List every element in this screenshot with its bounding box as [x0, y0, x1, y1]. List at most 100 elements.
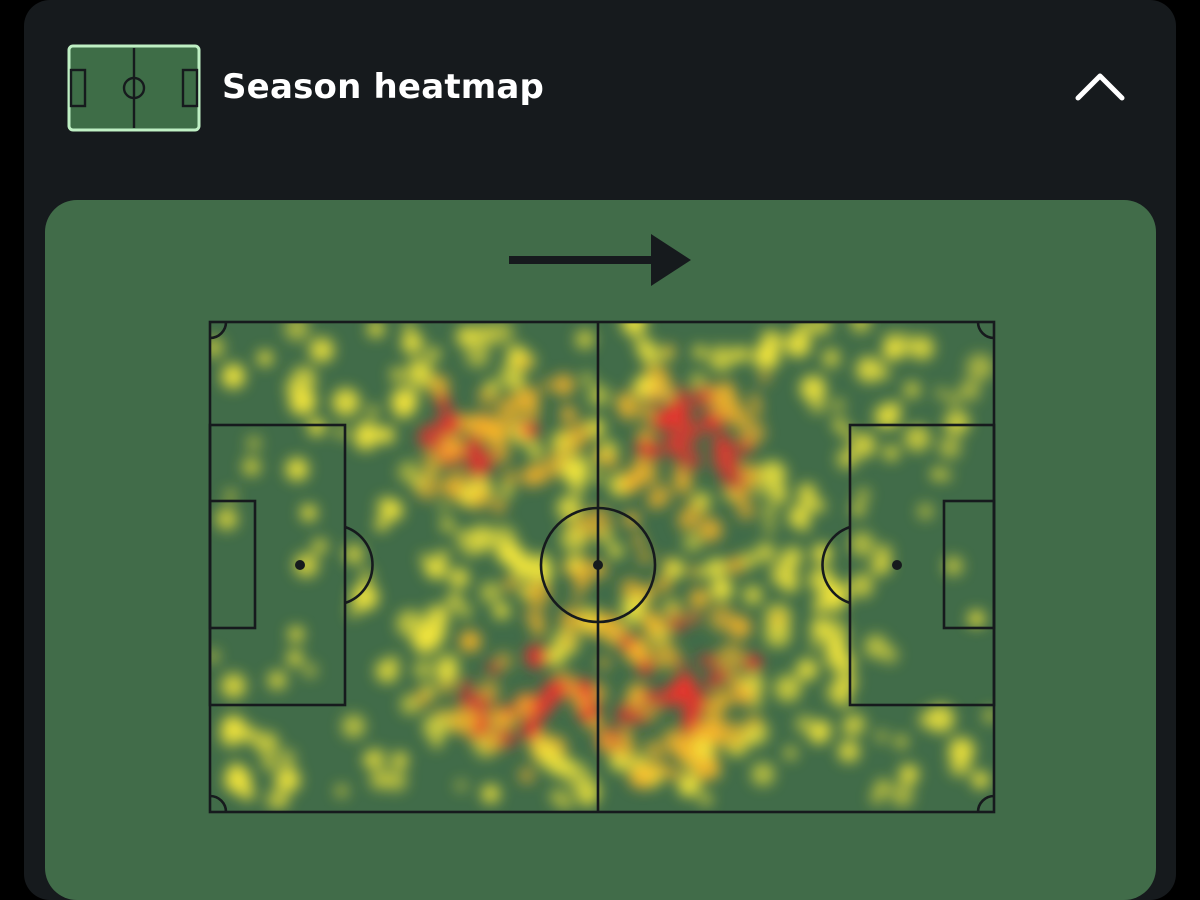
heat-blob	[755, 542, 776, 563]
heat-blob	[291, 366, 317, 392]
heat-blob	[800, 375, 827, 402]
heat-blob	[490, 497, 507, 514]
heat-blob	[701, 414, 714, 428]
left-goal-area	[208, 499, 257, 630]
heat-blob	[631, 762, 658, 789]
heat-blob	[439, 434, 466, 460]
heat-blob	[220, 673, 247, 699]
heat-blob	[796, 658, 819, 681]
heat-blob	[481, 784, 501, 804]
heat-blob	[712, 391, 741, 420]
heat-blob	[446, 592, 463, 610]
heat-blob	[475, 716, 490, 731]
heat-blob	[706, 558, 727, 578]
heat-blob	[784, 331, 812, 358]
heat-blob	[706, 654, 719, 667]
heat-blob	[435, 394, 451, 409]
heat-blob	[615, 390, 640, 415]
heat-blob	[835, 677, 853, 695]
heat-blob	[351, 583, 379, 611]
heat-blob	[352, 425, 379, 452]
heat-blob	[641, 687, 661, 707]
heat-blob	[944, 409, 970, 436]
heat-blob	[851, 432, 877, 458]
heat-blob	[402, 322, 416, 333]
heat-blob	[577, 683, 589, 695]
heat-blob	[651, 641, 680, 670]
heat-blob	[477, 679, 500, 702]
pitch-heatmap	[208, 320, 996, 814]
heat-blob	[473, 324, 496, 347]
heat-blob	[437, 707, 448, 719]
heat-blob	[586, 418, 606, 438]
heat-blob	[557, 495, 582, 521]
heat-blob	[763, 521, 776, 534]
heat-blob	[690, 372, 706, 388]
heat-blob	[423, 714, 449, 740]
heat-blob	[836, 448, 858, 470]
heat-blob	[575, 329, 595, 350]
heat-blob	[608, 543, 624, 559]
heat-blob	[596, 728, 614, 746]
chevron-up-icon[interactable]	[1068, 62, 1132, 114]
heat-blob	[632, 534, 645, 546]
heat-blob	[242, 457, 261, 476]
heat-blob	[636, 338, 656, 359]
heat-blob	[683, 780, 699, 796]
heat-blob	[221, 715, 246, 741]
right-goal-area	[942, 499, 996, 630]
heat-blob	[341, 714, 366, 739]
heat-blob	[524, 728, 539, 743]
heat-blob	[347, 606, 360, 618]
heat-blob	[559, 457, 578, 476]
heat-blob	[457, 604, 473, 619]
heat-blob	[875, 544, 892, 562]
heat-blob	[508, 374, 525, 390]
heat-blob	[797, 493, 817, 513]
heat-blob	[638, 712, 650, 723]
card-header[interactable]: Season heatmap	[24, 40, 1176, 136]
corner-arc-tl	[209, 321, 228, 340]
heat-blob	[799, 521, 810, 532]
heat-blob	[692, 753, 720, 781]
heat-blob	[743, 728, 760, 744]
heat-blob	[875, 730, 888, 743]
heat-blob	[697, 655, 709, 667]
heat-blob	[254, 731, 279, 756]
heat-blob	[376, 496, 397, 517]
heat-blob	[711, 433, 734, 455]
heat-blob	[876, 366, 891, 381]
heat-blob	[486, 660, 501, 676]
heat-blob	[774, 674, 802, 702]
heat-blob	[566, 685, 580, 699]
heat-blob	[390, 367, 405, 382]
heat-blob	[615, 703, 640, 727]
heat-blob	[332, 388, 360, 417]
heat-blob	[449, 708, 477, 735]
heat-blob	[686, 564, 700, 578]
heat-blob	[274, 767, 301, 793]
heat-blob	[621, 322, 647, 336]
left-penalty-area	[208, 423, 347, 707]
heat-blob	[636, 548, 653, 565]
heat-blob	[303, 663, 318, 678]
heat-blob	[424, 559, 444, 579]
heat-blob	[717, 643, 746, 672]
heat-blob	[832, 417, 846, 431]
right-penalty-arc	[821, 525, 851, 605]
heat-blob	[638, 403, 656, 421]
heat-blob	[968, 610, 985, 627]
heat-blob	[812, 603, 824, 614]
heat-blob	[633, 374, 659, 400]
heat-blob	[856, 356, 883, 383]
heat-blob	[479, 581, 502, 604]
heat-blob	[581, 373, 593, 385]
heat-blob	[943, 556, 963, 576]
heat-blob	[246, 436, 261, 451]
heat-blob	[566, 555, 583, 572]
heat-blob	[838, 740, 860, 763]
heat-blob	[888, 400, 902, 414]
heat-blob	[769, 485, 788, 504]
heat-blob	[692, 491, 712, 511]
heat-blob	[422, 449, 445, 472]
